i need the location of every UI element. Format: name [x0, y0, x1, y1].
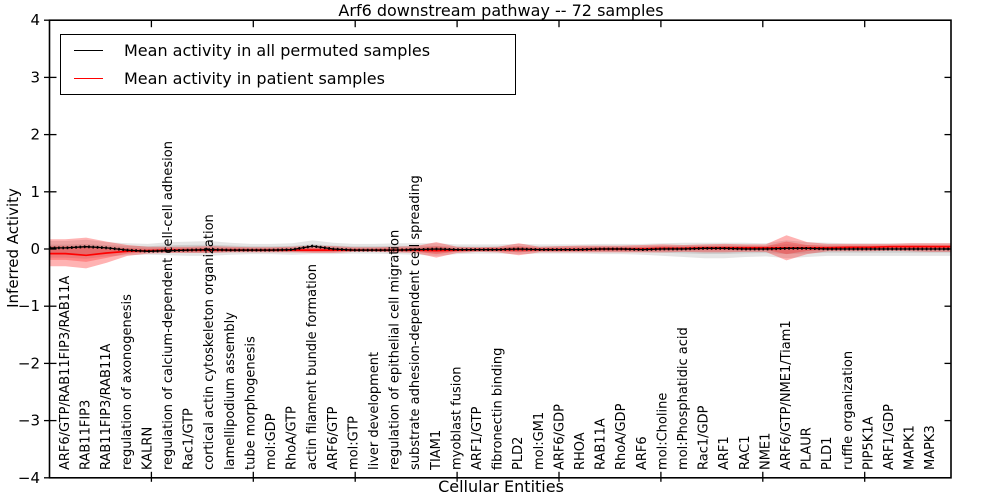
- y-tick-label: −4: [18, 469, 40, 487]
- x-tick-label: myoblast fusion: [449, 366, 464, 470]
- y-tick-label: −1: [18, 297, 40, 315]
- x-tick-label: regulation of axonogenesis: [120, 294, 135, 470]
- patient-band-inner: [49, 241, 951, 262]
- x-tick-label: ARF6/GTP/RAB11FIP3/RAB11A: [58, 276, 73, 470]
- x-tick-label: KALRN: [140, 427, 155, 470]
- x-tick-label: tube morphogenesis: [243, 336, 258, 470]
- x-tick-label: TIAM1: [429, 430, 444, 471]
- x-tick-label: MAPK3: [923, 425, 938, 470]
- legend: Mean activity in all permuted samples Me…: [60, 34, 516, 95]
- x-tick-label: substrate adhesion-dependent cell spread…: [408, 175, 423, 470]
- x-tick-label: regulation of epithelial cell migration: [388, 230, 403, 470]
- x-tick-label: mol:GTP: [346, 416, 361, 470]
- y-tick-label: −2: [18, 354, 40, 372]
- x-tick-label: ARF1/GDP: [882, 404, 897, 470]
- x-tick-label: Rac1/GTP: [182, 408, 197, 470]
- x-tick-label: RHOA: [573, 432, 588, 470]
- x-tick-label: RhoA/GDP: [614, 403, 629, 470]
- x-tick-label: mol:GM1: [532, 412, 547, 470]
- x-tick-label: PLD1: [820, 437, 835, 470]
- x-tick-label: Rac1/GDP: [697, 405, 712, 470]
- x-tick-label: fibronectin binding: [491, 348, 506, 470]
- x-tick-label: ARF6/GTP/NME1/Tiam1: [779, 320, 794, 470]
- x-tick-label: regulation of calcium-dependent cell-cel…: [161, 141, 176, 470]
- x-tick-label: mol:Choline: [655, 393, 670, 470]
- patient-band-outer: [49, 235, 951, 269]
- x-tick-label: cortical actin cytoskeleton organization: [202, 214, 217, 470]
- legend-label-patient: Mean activity in patient samples: [124, 69, 385, 88]
- chart-title: Arf6 downstream pathway -- 72 samples: [338, 1, 664, 20]
- x-tick-label: RAC1: [738, 435, 753, 470]
- x-tick-label: NME1: [758, 433, 773, 470]
- y-tick-label: 3: [30, 68, 40, 86]
- x-tick-label: ARF1: [717, 436, 732, 470]
- x-tick-label: PLD2: [511, 437, 526, 470]
- x-tick-label: lamellipodium assembly: [223, 312, 238, 470]
- patient-line-swatch: [74, 78, 103, 79]
- y-tick-label: 1: [30, 183, 40, 201]
- permuted-line-swatch: [74, 50, 103, 51]
- x-tick-label: liver development: [367, 352, 382, 470]
- x-tick-label: actin filament bundle formation: [305, 264, 320, 470]
- x-tick-label: RAB11A: [594, 418, 609, 470]
- x-tick-label: ARF6/GTP: [326, 406, 341, 470]
- x-tick-label: mol:GDP: [264, 413, 279, 470]
- y-tick-label: −3: [18, 412, 40, 430]
- x-tick-label: mol:Phosphatidic acid: [676, 327, 691, 470]
- x-tick-label: ARF6/GDP: [552, 404, 567, 470]
- y-tick-label: 2: [30, 126, 40, 144]
- y-tick-label: 0: [30, 240, 40, 258]
- y-axis-label: Inferred Activity: [4, 188, 22, 308]
- permuted-mean-dotted-overlay: [49, 244, 951, 253]
- x-tick-label: ruffle organization: [841, 351, 856, 470]
- x-tick-label: RAB11FIP3/RAB11A: [99, 343, 114, 470]
- y-tick-label: 4: [30, 11, 40, 29]
- legend-item-patient: Mean activity in patient samples: [61, 68, 515, 90]
- x-axis-label: Cellular Entities: [438, 477, 564, 496]
- x-tick-label: RAB11FIP3: [79, 400, 94, 470]
- x-tick-label: PIP5K1A: [861, 416, 876, 470]
- legend-item-permuted: Mean activity in all permuted samples: [61, 40, 515, 62]
- x-tick-label: MAPK1: [903, 425, 918, 470]
- x-tick-label: PLAUR: [800, 427, 815, 470]
- x-tick-label: ARF6: [635, 436, 650, 470]
- legend-label-permuted: Mean activity in all permuted samples: [124, 41, 431, 60]
- x-tick-label: RhoA/GTP: [285, 406, 300, 470]
- x-tick-label: ARF1/GTP: [470, 406, 485, 470]
